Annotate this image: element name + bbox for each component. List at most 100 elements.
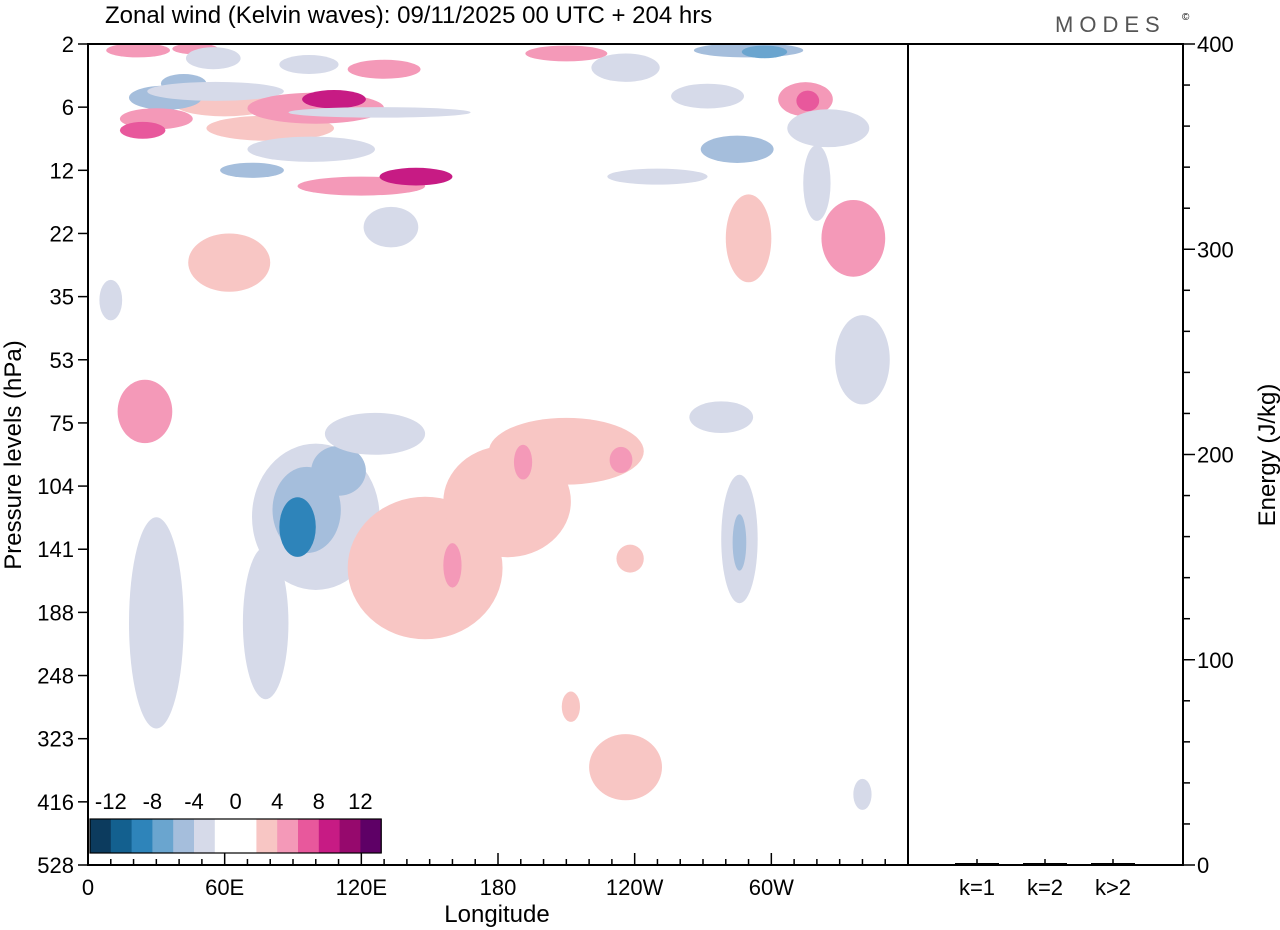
positive-wind-contour (589, 734, 662, 801)
positive-wind-contour (302, 90, 366, 109)
y-tick-label: 188 (37, 600, 74, 625)
negative-wind-contour (363, 206, 419, 248)
positive-wind-contour (796, 90, 820, 112)
positive-wind-contour (117, 379, 173, 444)
x-tick-label: 120W (606, 875, 664, 900)
negative-wind-contour (242, 546, 289, 700)
energy-category-label: k>2 (1095, 875, 1131, 900)
negative-wind-contour (689, 401, 754, 434)
x-axis-label: Longitude (444, 901, 549, 928)
y-tick-label: 6 (62, 95, 74, 120)
y-tick-label: 141 (37, 537, 74, 562)
colorbar-swatch (194, 819, 216, 853)
colorbar-label: 0 (229, 789, 241, 814)
contour-layer (99, 44, 890, 810)
brand-logo: MODES (1055, 12, 1166, 37)
y-tick-label: 528 (37, 853, 74, 878)
negative-wind-contour (279, 55, 339, 74)
negative-wind-contour (324, 412, 426, 455)
positive-wind-contour (609, 446, 633, 474)
colorbar-swatch (90, 819, 112, 853)
negative-wind-contour (288, 107, 471, 118)
colorbar-swatch (152, 819, 174, 853)
y-axis-label: Pressure levels (hPa) (0, 340, 27, 569)
negative-wind-contour (247, 136, 375, 162)
colorbar-label: 4 (271, 789, 283, 814)
brand-mark: © (1182, 12, 1190, 23)
x-tick-label: 60E (205, 875, 244, 900)
colorbar-legend: -12 -8 -4 0 4 8 12 (89, 789, 382, 854)
colorbar-swatch (131, 819, 153, 853)
energy-tick-label: 100 (1197, 648, 1234, 673)
positive-wind-contour (443, 543, 462, 588)
energy-frame (907, 43, 1184, 866)
negative-wind-contour (99, 279, 123, 321)
colorbar-swatch (339, 819, 361, 853)
positive-wind-contour (821, 199, 886, 277)
y-tick-label: 35 (50, 285, 74, 310)
colorbar-swatch (173, 819, 195, 853)
chart-title: Zonal wind (Kelvin waves): 09/11/2025 00… (105, 2, 712, 29)
positive-wind-contour (106, 44, 170, 58)
negative-wind-contour (147, 81, 284, 101)
energy-category-label: k=1 (959, 875, 995, 900)
colorbar-swatch (360, 819, 382, 853)
colorbar-swatch (110, 819, 133, 853)
positive-wind-contour (561, 691, 581, 722)
colorbar-label: 12 (348, 789, 372, 814)
y-tick-label: 416 (37, 790, 74, 815)
y-tick-label: 104 (37, 474, 74, 499)
colorbar-label: 8 (313, 789, 325, 814)
negative-wind-contour (853, 778, 872, 810)
negative-wind-contour (129, 517, 184, 729)
negative-wind-contour (787, 109, 870, 148)
positive-wind-contour (725, 194, 772, 283)
positive-wind-contour (188, 233, 271, 292)
negative-wind-contour (311, 445, 366, 496)
negative-wind-contour (279, 497, 316, 557)
colorbar-label: -4 (184, 789, 204, 814)
energy-axis-label: Energy (J/kg) (1254, 384, 1280, 527)
colorbar-swatch (277, 819, 299, 853)
colorbar-frame (89, 818, 382, 854)
x-tick-label: 0 (82, 875, 94, 900)
y-tick-label: 248 (37, 664, 74, 689)
energy-panel: 0 100 200 300 400 k=1 k=2 k>2 (907, 32, 1234, 900)
negative-wind-contour (607, 168, 708, 185)
negative-wind-contour (700, 135, 774, 163)
positive-wind-contour (513, 444, 533, 480)
positive-wind-contour (379, 167, 453, 186)
energy-category-label: k=2 (1027, 875, 1063, 900)
negative-wind-contour (671, 83, 744, 109)
y-tick-label: 323 (37, 727, 74, 752)
y-tick-label: 53 (50, 348, 74, 373)
y-tick-label: 22 (50, 221, 74, 246)
negative-wind-contour (220, 162, 284, 178)
colorbar-label: -12 (95, 789, 127, 814)
negative-wind-contour (803, 145, 831, 221)
energy-tick-label: 0 (1197, 853, 1209, 878)
positive-wind-contour (616, 544, 644, 573)
colorbar-swatch (298, 819, 320, 853)
negative-wind-contour (741, 45, 788, 59)
positive-wind-contour (347, 59, 421, 79)
x-tick-label: 120E (336, 875, 387, 900)
energy-tick-label: 400 (1197, 32, 1234, 57)
positive-wind-contour (525, 45, 608, 62)
y-tick-label: 75 (50, 411, 74, 436)
x-tick-label: 180 (480, 875, 517, 900)
y-tick-label: 12 (50, 158, 74, 183)
colorbar-swatch (235, 819, 257, 853)
positive-wind-contour (119, 121, 166, 139)
negative-wind-contour (732, 514, 747, 571)
negative-wind-contour (591, 53, 660, 82)
colorbar-swatch (318, 819, 341, 853)
colorbar-label: -8 (143, 789, 163, 814)
energy-tick-label: 300 (1197, 237, 1234, 262)
colorbar-swatch (256, 819, 278, 853)
energy-tick-label: 200 (1197, 443, 1234, 468)
negative-wind-contour (835, 315, 890, 405)
x-tick-label: 60W (749, 875, 794, 900)
y-tick-label: 2 (62, 32, 74, 57)
